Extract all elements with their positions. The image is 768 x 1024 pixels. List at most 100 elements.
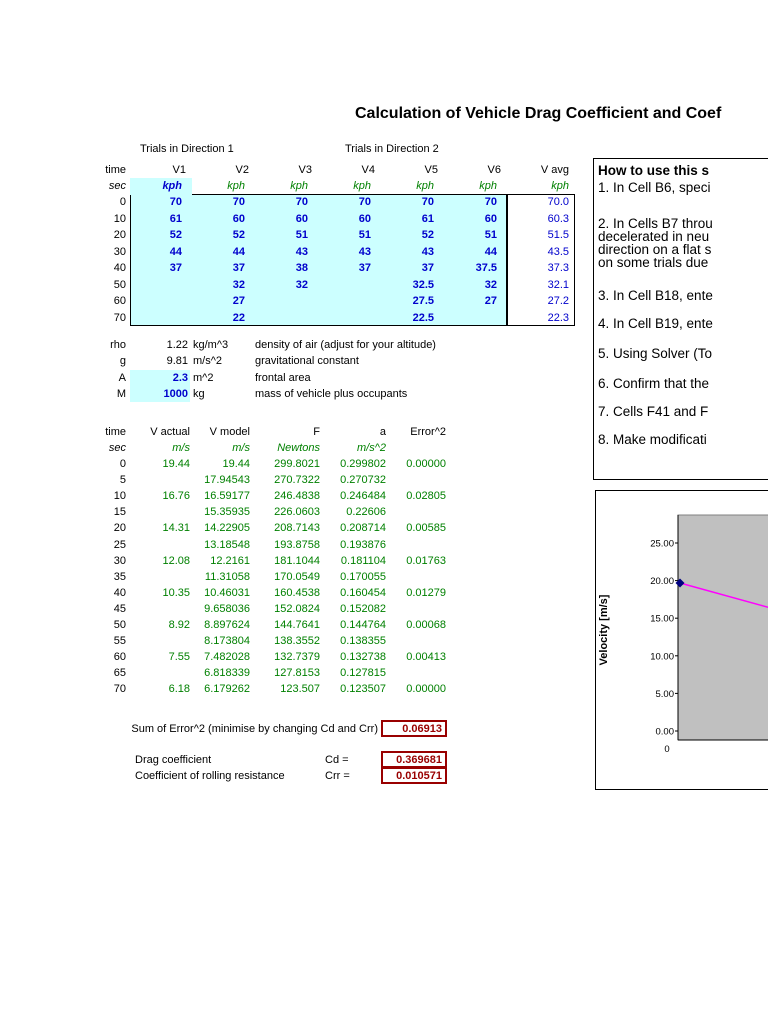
direction2-header: Trials in Direction 2 bbox=[345, 143, 439, 155]
instruction-item: 7. Cells F41 and F bbox=[598, 405, 768, 419]
parameter-value[interactable]: 1000 bbox=[130, 385, 190, 403]
velocity-chart: 25.00 20.00 15.00 10.00 5.00 0.00 0 Velocity … bbox=[595, 490, 768, 790]
instruction-item: 3. In Cell B18, ente bbox=[598, 289, 768, 303]
trials-data-cell[interactable]: 37 bbox=[358, 262, 371, 275]
trials-data-cell[interactable]: 51 bbox=[358, 229, 371, 242]
trials-data-cell[interactable]: 70 bbox=[169, 196, 182, 209]
trials-data-cell[interactable]: 43 bbox=[358, 245, 371, 258]
vavg-column-box bbox=[507, 194, 575, 326]
trials-column-header: time bbox=[105, 164, 126, 177]
trials-avg-cell: 43.5 bbox=[547, 245, 569, 258]
trials-data-cell[interactable]: 22 bbox=[232, 311, 245, 324]
model-unit-cell: m/s^2 bbox=[357, 442, 386, 455]
trials-unit-cell: kph bbox=[416, 180, 434, 193]
model-data-cell bbox=[130, 665, 194, 681]
model-data-cell: 8.897624 bbox=[204, 618, 250, 631]
parameter-symbol: g bbox=[119, 355, 126, 368]
trials-data-cell[interactable]: 37 bbox=[421, 262, 434, 275]
trials-data-cell[interactable]: 37.5 bbox=[475, 262, 497, 275]
model-data-cell: 14.22905 bbox=[204, 522, 250, 535]
trials-data-cell[interactable]: 70 bbox=[358, 196, 371, 209]
model-data-cell: 0.144764 bbox=[340, 618, 386, 631]
trials-data-cell[interactable]: 52 bbox=[421, 229, 434, 242]
trials-data-cell[interactable] bbox=[318, 277, 381, 294]
trials-data-cell[interactable]: 60 bbox=[295, 212, 308, 225]
trials-input-area[interactable] bbox=[130, 194, 507, 326]
model-data-cell: 0.138355 bbox=[340, 635, 386, 648]
trials-data-cell[interactable]: 70 bbox=[421, 196, 434, 209]
trials-data-cell[interactable]: 70 bbox=[232, 196, 245, 209]
trials-data-cell[interactable]: 27 bbox=[484, 295, 497, 308]
trials-data-cell[interactable]: 60 bbox=[232, 212, 245, 225]
trials-data-cell[interactable] bbox=[130, 310, 192, 327]
model-data-cell: 208.7143 bbox=[274, 522, 320, 535]
model-data-cell: 0.127815 bbox=[340, 667, 386, 680]
model-column-header: a bbox=[379, 426, 386, 439]
trials-time-cell: 40 bbox=[113, 262, 126, 275]
trials-data-cell[interactable]: 32.5 bbox=[412, 278, 434, 291]
instruction-item: 2. In Cells B7 throu decelerated in neu di… bbox=[598, 217, 768, 270]
instruction-item: 4. In Cell B19, ente bbox=[598, 316, 768, 331]
trials-data-cell[interactable] bbox=[130, 277, 192, 294]
trials-data-cell[interactable]: 37 bbox=[232, 262, 245, 275]
model-time-cell: 55 bbox=[113, 635, 126, 648]
model-data-cell: 0.00068 bbox=[406, 618, 446, 631]
model-data-cell: 0.132738 bbox=[340, 651, 386, 664]
chart-y-axis-label: Velocity [m/s] bbox=[598, 594, 610, 665]
model-data-cell: 13.18548 bbox=[204, 538, 250, 551]
model-data-cell bbox=[390, 536, 450, 552]
trials-data-cell[interactable]: 60 bbox=[484, 212, 497, 225]
model-data-cell: 170.0549 bbox=[274, 570, 320, 583]
trials-data-cell[interactable]: 27 bbox=[232, 295, 245, 308]
chart-plot-area bbox=[677, 514, 768, 741]
trials-data-cell[interactable]: 70 bbox=[484, 196, 497, 209]
trials-data-cell[interactable] bbox=[255, 293, 318, 310]
trials-data-cell[interactable]: 61 bbox=[421, 212, 434, 225]
trials-data-cell[interactable] bbox=[130, 293, 192, 310]
trials-data-cell[interactable]: 61 bbox=[169, 212, 182, 225]
model-data-cell bbox=[390, 665, 450, 681]
chart-y-tick-label: 0.00 bbox=[656, 727, 675, 738]
model-data-cell: 0.02805 bbox=[406, 490, 446, 503]
parameter-description: gravitational constant bbox=[255, 355, 359, 368]
unit-input-cell[interactable]: kph bbox=[130, 178, 192, 195]
trials-data-cell[interactable]: 52 bbox=[169, 229, 182, 242]
trials-data-cell[interactable] bbox=[255, 310, 318, 327]
trials-data-cell[interactable]: 70 bbox=[295, 196, 308, 209]
trials-data-cell[interactable]: 52 bbox=[232, 229, 245, 242]
trials-data-cell[interactable] bbox=[444, 310, 507, 327]
trials-data-cell[interactable]: 27.5 bbox=[412, 295, 434, 308]
parameter-symbol: rho bbox=[110, 339, 126, 352]
trials-avg-cell: 51.5 bbox=[547, 229, 569, 242]
trials-data-cell[interactable] bbox=[318, 293, 381, 310]
trials-data-cell[interactable]: 38 bbox=[295, 262, 308, 275]
cd-symbol: Cd = bbox=[325, 754, 349, 766]
trials-data-cell[interactable]: 43 bbox=[295, 245, 308, 258]
model-data-cell bbox=[390, 504, 450, 520]
model-data-cell: 14.31 bbox=[162, 522, 190, 535]
trials-data-cell[interactable]: 44 bbox=[484, 245, 497, 258]
trials-data-cell[interactable]: 43 bbox=[421, 245, 434, 258]
model-time-cell: 5 bbox=[119, 474, 126, 487]
trials-data-cell[interactable]: 44 bbox=[232, 245, 245, 258]
parameter-value[interactable]: 2.3 bbox=[130, 369, 190, 386]
model-unit-cell: m/s bbox=[232, 442, 250, 455]
trials-data-cell[interactable]: 51 bbox=[295, 229, 308, 242]
trials-data-cell[interactable]: 32 bbox=[484, 278, 497, 291]
trials-data-cell[interactable]: 44 bbox=[169, 245, 182, 258]
model-data-cell: 0.270732 bbox=[340, 474, 386, 487]
model-data-cell: 16.76 bbox=[162, 490, 190, 503]
parameter-description: mass of vehicle plus occupants bbox=[255, 388, 408, 401]
instructions-heading: How to use this s bbox=[598, 163, 710, 178]
trials-data-cell[interactable]: 32 bbox=[295, 278, 308, 291]
trials-data-cell[interactable]: 32 bbox=[232, 278, 245, 291]
trials-data-cell[interactable]: 22.5 bbox=[412, 311, 434, 324]
trials-data-cell[interactable] bbox=[318, 310, 381, 327]
instruction-line: 4. In Cell B19, ente bbox=[598, 316, 713, 331]
model-data-cell bbox=[390, 601, 450, 617]
model-time-cell: 25 bbox=[113, 538, 126, 551]
trials-data-cell[interactable]: 60 bbox=[358, 212, 371, 225]
trials-data-cell[interactable]: 37 bbox=[169, 262, 182, 275]
model-data-cell: 0.208714 bbox=[340, 522, 386, 535]
trials-data-cell[interactable]: 51 bbox=[484, 229, 497, 242]
